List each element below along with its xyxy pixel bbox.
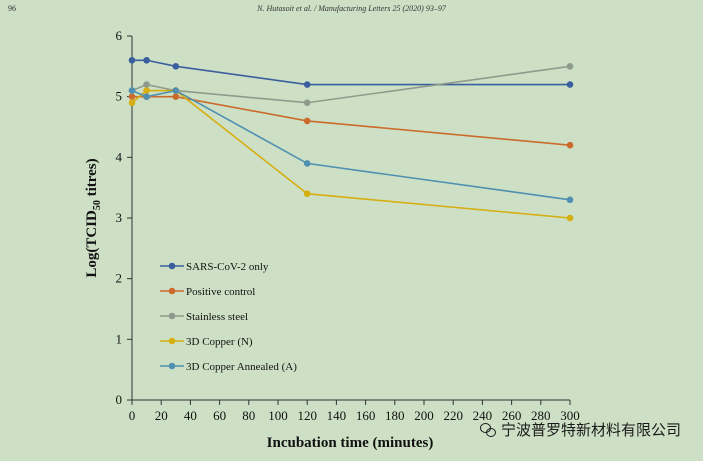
page-number: 96 [8, 4, 16, 13]
y-tick-label: 0 [116, 392, 123, 407]
y-tick-label: 5 [116, 89, 123, 104]
y-axis-title-main: Log(TCID [84, 210, 100, 278]
x-tick-label: 300 [560, 408, 580, 423]
x-tick-label: 200 [414, 408, 434, 423]
data-point [566, 196, 574, 204]
data-point [566, 63, 574, 70]
data-point [128, 56, 136, 64]
x-tick-label: 240 [473, 408, 493, 423]
data-point [303, 190, 311, 198]
legend-item: Positive control [160, 286, 255, 298]
y-axis-title-tail: titres) [84, 158, 100, 200]
x-tick-label: 260 [502, 408, 522, 423]
data-point [128, 99, 136, 107]
series-line [132, 95, 571, 146]
data-point [566, 214, 574, 222]
data-point [566, 81, 574, 88]
y-tick-label: 1 [116, 331, 123, 346]
legend-marker [168, 262, 176, 270]
x-tick-label: 220 [443, 408, 463, 423]
legend-item: Stainless steel [160, 311, 248, 323]
data-point [143, 93, 150, 100]
x-tick-label: 120 [297, 408, 317, 423]
y-axis-title-subscript: 50 [92, 200, 103, 210]
watermark: 宁波普罗特新材料有限公司 [479, 419, 681, 440]
data-point [128, 93, 136, 100]
legend-marker [168, 362, 176, 370]
series-line [132, 59, 570, 86]
data-point [172, 87, 180, 94]
series-line [131, 89, 571, 219]
watermark-text: 宁波普罗特新材料有限公司 [500, 421, 681, 439]
data-point [143, 56, 150, 64]
data-point [172, 63, 180, 70]
legend: SARS-CoV-2 only Positive control Stainless… [160, 261, 297, 373]
data-point [303, 117, 311, 125]
data-point [143, 87, 150, 94]
y-axis-title: Log(TCID50 titres) [84, 158, 103, 277]
legend-marker [168, 337, 176, 345]
x-tick-label: 0 [129, 408, 136, 423]
running-title: N. Hutasoit et al. / Manufacturing Lette… [257, 4, 446, 13]
x-tick-label: 180 [385, 408, 405, 423]
y-tick-label: 6 [116, 28, 123, 43]
x-tick-label: 20 [155, 408, 168, 423]
legend-label: SARS-CoV-2 only [186, 261, 269, 273]
data-point [172, 93, 180, 100]
x-tick-label: 280 [531, 408, 551, 423]
data-point [143, 81, 150, 88]
x-tick-label: 100 [268, 408, 288, 423]
data-point [566, 141, 574, 149]
y-tick-label: 3 [116, 210, 123, 225]
y-tick-label: 4 [116, 149, 123, 164]
x-tick-label: 160 [356, 408, 376, 423]
x-axis-title: Incubation time (minutes) [267, 435, 434, 451]
legend-marker [168, 287, 176, 295]
legend-label: 3D Copper Annealed (A) [186, 361, 297, 373]
x-tick-label: 80 [242, 408, 255, 423]
legend-label: Positive control [186, 286, 255, 298]
y-tick-label: 2 [116, 271, 123, 286]
x-tick-label: 40 [184, 408, 197, 423]
series [128, 87, 574, 204]
data-point [128, 87, 136, 94]
series [128, 56, 574, 88]
legend-item: SARS-CoV-2 only [160, 261, 269, 273]
data-point [303, 81, 311, 88]
legend-label: Stainless steel [186, 311, 248, 323]
series-group [128, 56, 574, 222]
wechat-icon [479, 422, 496, 437]
series [128, 87, 574, 222]
legend-item: 3D Copper Annealed (A) [160, 361, 297, 373]
data-point [303, 99, 311, 107]
x-tick-label: 140 [327, 408, 347, 423]
legend-marker [168, 312, 176, 320]
x-tick-label: 60 [213, 408, 226, 423]
legend-label: 3D Copper (N) [186, 336, 253, 348]
data-point [303, 160, 311, 167]
legend-item: 3D Copper (N) [160, 336, 253, 348]
